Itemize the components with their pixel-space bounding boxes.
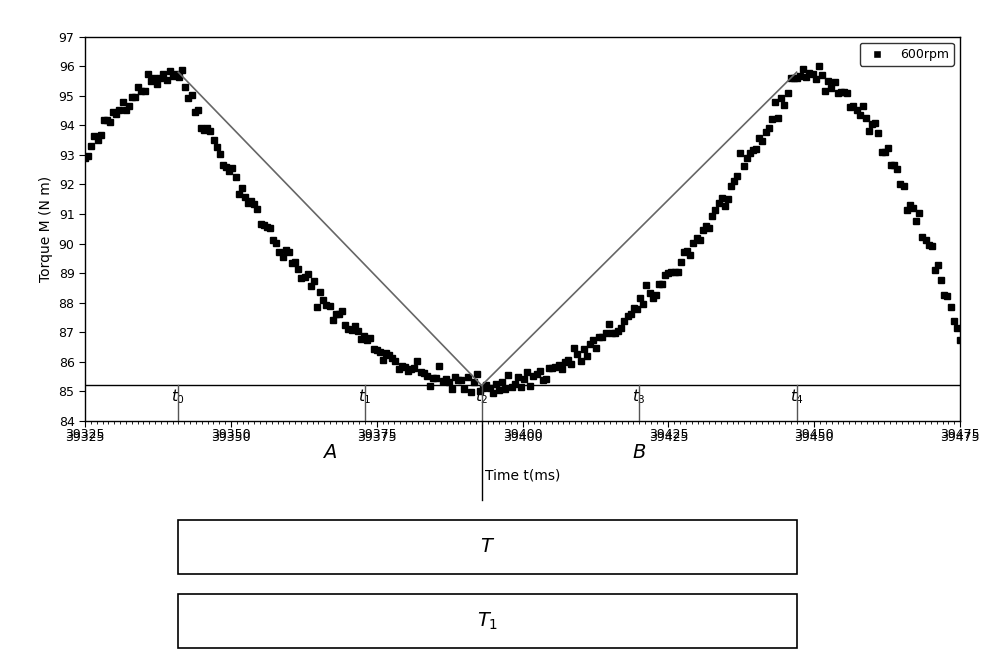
Text: $t_2$: $t_2$ xyxy=(475,387,488,406)
Text: 39325: 39325 xyxy=(65,428,105,442)
Text: Time t(ms): Time t(ms) xyxy=(485,468,560,482)
Text: $t_0$: $t_0$ xyxy=(171,387,185,406)
Text: $t_1$: $t_1$ xyxy=(358,387,372,406)
Text: A: A xyxy=(323,444,337,462)
Text: 39450: 39450 xyxy=(794,428,834,442)
Bar xyxy=(178,520,797,574)
Legend: 600rpm: 600rpm xyxy=(860,43,954,66)
Text: $t_4$: $t_4$ xyxy=(790,387,804,406)
Text: 39400: 39400 xyxy=(503,428,542,442)
Text: $T$: $T$ xyxy=(480,537,495,556)
Text: $T_1$: $T_1$ xyxy=(477,611,498,632)
Text: $t_3$: $t_3$ xyxy=(632,387,646,406)
Text: B: B xyxy=(632,444,646,462)
Text: 39425: 39425 xyxy=(649,428,688,442)
Text: 39375: 39375 xyxy=(357,428,396,442)
Text: 39475: 39475 xyxy=(940,428,980,442)
Text: 39350: 39350 xyxy=(211,428,251,442)
Bar xyxy=(178,594,797,648)
Y-axis label: Torque M (N m): Torque M (N m) xyxy=(39,176,53,282)
